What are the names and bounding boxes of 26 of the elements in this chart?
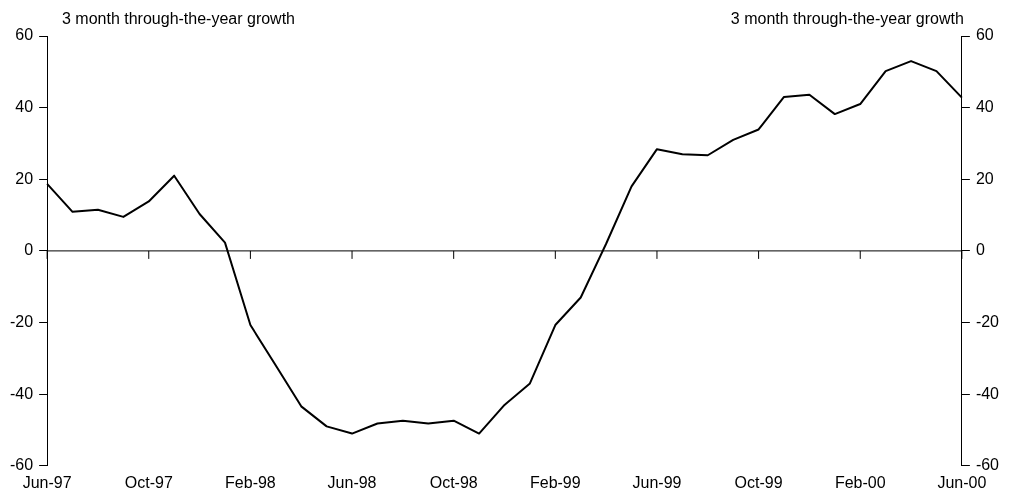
x-tick-label: Feb-98 <box>225 473 276 491</box>
y-axis-title: 3 month through-the-year growth <box>62 10 296 28</box>
y2-tick-label: 20 <box>975 169 994 187</box>
x-tick-label: Jun-97 <box>22 473 72 491</box>
y-tick-label: 0 <box>24 241 34 259</box>
y2-tick-label: -20 <box>975 312 1000 330</box>
y-tick-label: -40 <box>10 384 34 402</box>
y-tick-label: 40 <box>15 98 34 116</box>
x-tick-label: Oct-99 <box>734 473 783 491</box>
y2-tick-label: -40 <box>975 384 1000 402</box>
y-tick-label: -60 <box>10 456 34 474</box>
x-tick-label: Oct-97 <box>124 473 173 491</box>
x-tick-label: Jun-98 <box>327 473 377 491</box>
y-tick-label: 20 <box>15 169 34 187</box>
x-tick-label: Feb-99 <box>529 473 581 491</box>
y2-tick-label: 60 <box>975 26 994 44</box>
x-tick-label: Jun-00 <box>937 473 987 491</box>
y2-tick-label: -60 <box>975 456 1000 474</box>
y2-tick-label: 40 <box>975 98 994 116</box>
x-tick-label: Jun-99 <box>632 473 682 491</box>
y2-axis-title: 3 month through-the-year growth <box>730 10 964 28</box>
y-tick-label: 60 <box>15 26 34 44</box>
y-tick-label: -20 <box>10 312 34 330</box>
x-tick-label: Feb-00 <box>834 473 886 491</box>
y2-tick-label: 0 <box>975 241 985 259</box>
x-tick-label: Oct-98 <box>429 473 478 491</box>
